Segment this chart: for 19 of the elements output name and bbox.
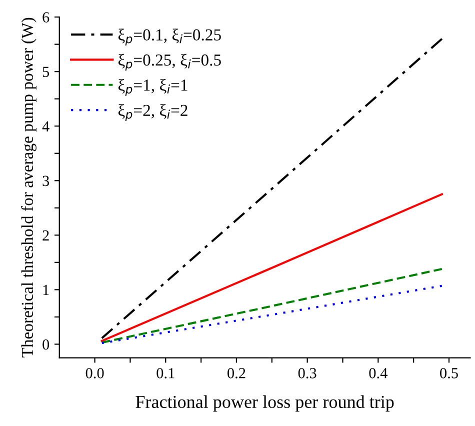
y-tick-label: 5 <box>42 66 50 78</box>
y-axis-title: Theoretical threshold for average pump power (W) <box>21 18 36 358</box>
legend-label: ξ$_{p}$=2, ξ$_{i}$=2 <box>118 104 188 122</box>
x-tick-label: 0.0 <box>86 368 104 378</box>
y-tick-label: 0 <box>42 339 50 350</box>
x-tick-label: 0.4 <box>369 368 388 378</box>
x-tick-label: 0.2 <box>228 368 246 378</box>
x-tick-label: 0.1 <box>156 368 174 378</box>
x-axis-title: Fractional power loss per round trip <box>136 395 394 412</box>
x-tick-label: 0.3 <box>298 368 316 378</box>
y-tick-label: 4 <box>42 121 50 132</box>
y-tick-label: 2 <box>42 230 49 240</box>
legend-label: ξ$_{p}$=1, ξ$_{i}$=1 <box>118 79 188 96</box>
x-tick-label: 0.5 <box>440 368 458 378</box>
legend-label: ξ$_{p}$=0.25, ξ$_{i}$=0.5 <box>118 54 221 71</box>
y-tick-label: 1 <box>43 284 49 295</box>
y-tick-label: 6 <box>42 12 50 22</box>
legend-label: ξ$_{p}$=0.1, ξ$_{i}$=0.25 <box>118 28 221 46</box>
y-tick-label: 3 <box>42 176 50 186</box>
